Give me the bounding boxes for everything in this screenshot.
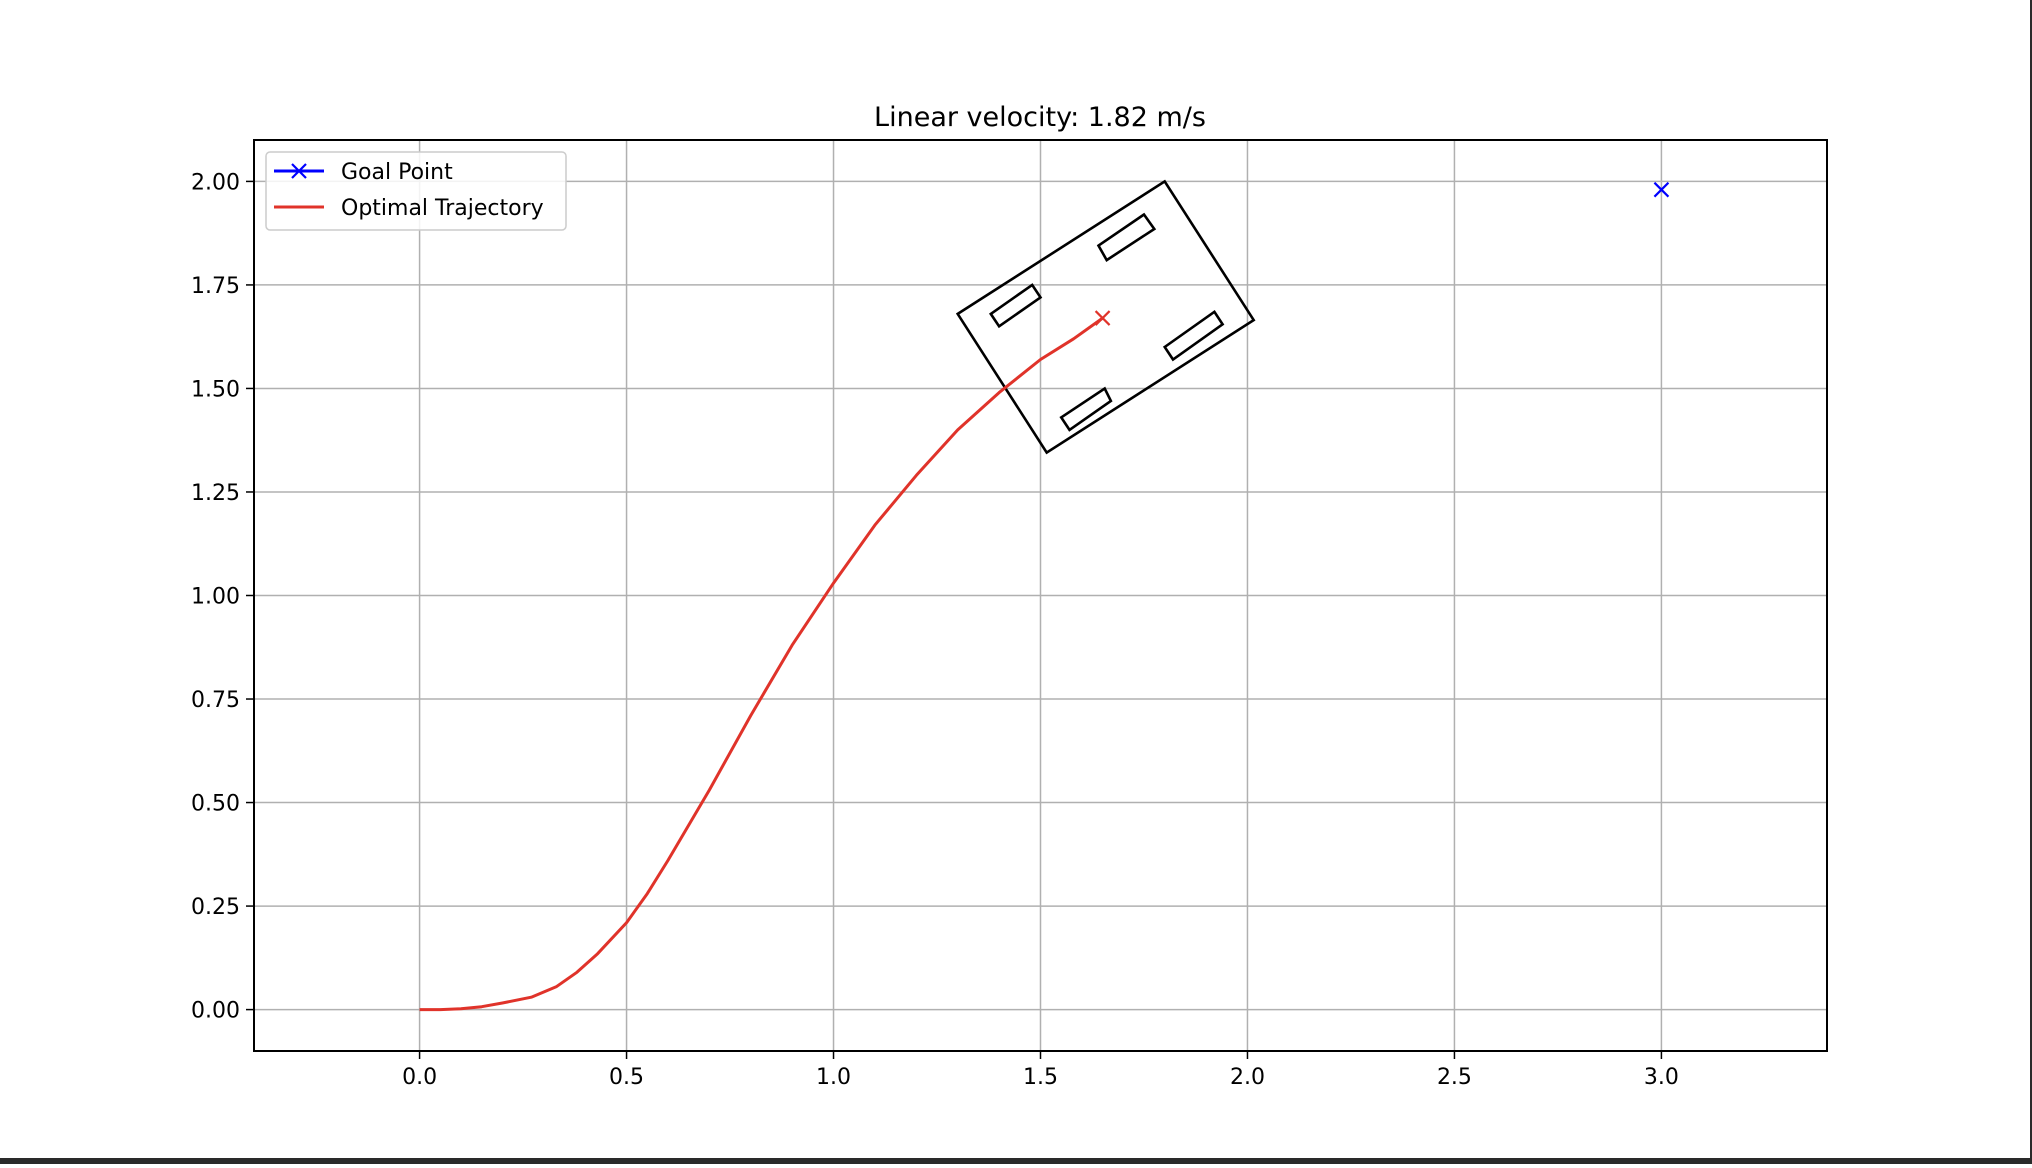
vehicle-wheel-3 xyxy=(1162,309,1225,362)
y-tick-label: 1.50 xyxy=(191,377,240,402)
y-tick-label: 0.25 xyxy=(191,895,240,920)
y-tick-label: 0.75 xyxy=(191,688,240,713)
optimal-trajectory-end-marker-stroke-b xyxy=(1094,310,1111,326)
vehicle-wheel-4 xyxy=(1059,386,1113,432)
goal-point-marker xyxy=(1653,181,1670,198)
x-tick-label: 3.0 xyxy=(1644,1065,1679,1090)
legend: Goal Point Optimal Trajectory xyxy=(265,151,567,231)
optimal-trajectory-end-marker xyxy=(1094,310,1111,326)
optimal-trajectory-line xyxy=(419,316,1104,1012)
window-edge-right xyxy=(2030,0,2032,1164)
x-tick-label: 1.5 xyxy=(1023,1065,1058,1090)
legend-label-optimal-trajectory: Optimal Trajectory xyxy=(341,196,544,221)
legend-marker-goal-point xyxy=(291,163,307,179)
vehicle-wheel-1 xyxy=(1096,212,1157,262)
legend-label-goal-point: Goal Point xyxy=(341,160,453,185)
x-tick-label: 2.0 xyxy=(1230,1065,1265,1090)
y-tick-label: 1.75 xyxy=(191,274,240,299)
x-tick-label: 0.0 xyxy=(402,1065,437,1090)
vehicle-outline xyxy=(955,179,1256,455)
y-tick-label: 0.50 xyxy=(191,792,240,817)
y-tick-label: 1.25 xyxy=(191,481,240,506)
chart-title: Linear velocity: 1.82 m/s xyxy=(874,102,1206,133)
goal-point-marker-stroke-b xyxy=(1653,181,1670,198)
data-series xyxy=(419,181,1670,1012)
legend-box xyxy=(265,151,567,231)
y-tick-label: 2.00 xyxy=(191,170,240,195)
window-edge-bottom xyxy=(0,1158,2032,1164)
x-tick-label: 2.5 xyxy=(1437,1065,1472,1090)
y-tick-label: 1.00 xyxy=(191,585,240,610)
axis-ticks: 0.0 0.5 1.0 1.5 2.0 2.5 3.0 0.00 0.25 0.50 0.75 1.0… xyxy=(191,170,1679,1090)
plot-frame xyxy=(253,139,1828,1052)
grid-lines xyxy=(254,140,1827,1051)
vehicle-wheel-2 xyxy=(989,283,1043,329)
y-tick-label: 0.00 xyxy=(191,999,240,1024)
legend-marker-goal-point-stroke-b xyxy=(291,163,307,179)
vehicle-body xyxy=(955,179,1256,455)
x-tick-label: 1.0 xyxy=(816,1065,851,1090)
x-tick-label: 0.5 xyxy=(609,1065,644,1090)
